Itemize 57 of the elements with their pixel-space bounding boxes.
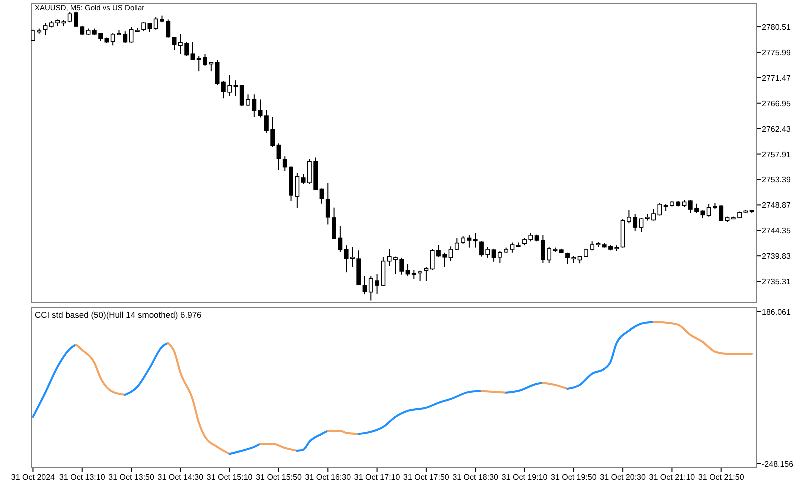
line-series xyxy=(652,321,754,356)
chart-title: CCI std based (50)(Hull 14 smoothed) 6.976 xyxy=(35,310,202,320)
candlestick xyxy=(467,234,472,248)
line-series xyxy=(566,321,655,390)
candlestick xyxy=(172,36,177,51)
y-tick-label: 2771.47 xyxy=(762,74,792,83)
x-tick-label: 31 Oct 20:30 xyxy=(600,473,647,482)
y-tick-label: 2753.39 xyxy=(762,176,792,185)
x-tick-label: 31 Oct 2024 xyxy=(11,473,56,482)
candlestick xyxy=(412,270,416,280)
x-tick-label: 31 Oct 15:50 xyxy=(256,473,302,482)
x-tick-label: 31 Oct 14:30 xyxy=(158,473,204,482)
y-tick-label: 2757.91 xyxy=(762,150,792,160)
y-tick-label: 2780.51 xyxy=(762,23,792,32)
x-tick-label: 31 Oct 17:50 xyxy=(404,473,450,482)
line-series xyxy=(75,344,126,396)
candlestick xyxy=(639,217,644,233)
candlestick xyxy=(492,248,496,262)
candlestick xyxy=(448,246,454,262)
candlestick xyxy=(276,143,282,171)
y-tick-label: 2766.95 xyxy=(762,99,792,108)
candlestick xyxy=(406,264,410,276)
candlestick xyxy=(362,275,368,296)
x-tick-label: 31 Oct 15:10 xyxy=(206,473,254,482)
line-series xyxy=(358,390,483,436)
line-series xyxy=(296,430,330,452)
x-tick-label: 31 Oct 21:50 xyxy=(698,473,745,482)
y-tick-label: -248.156 xyxy=(762,460,794,469)
y-tick-label: 186.061 xyxy=(762,308,792,318)
line-series xyxy=(167,342,231,456)
x-tick-label: 31 Oct 16:30 xyxy=(305,473,352,482)
x-tick-label: 31 Oct 19:10 xyxy=(502,473,548,482)
y-tick-label: 2744.35 xyxy=(762,226,792,236)
candlestick xyxy=(473,232,478,248)
x-tick-label: 31 Oct 21:10 xyxy=(649,473,696,482)
x-tick-label: 31 Oct 19:50 xyxy=(551,473,598,482)
line-series xyxy=(124,342,170,396)
y-tick-label: 2775.99 xyxy=(762,48,792,58)
y-tick-label: 2739.83 xyxy=(762,252,792,262)
x-tick-label: 31 Oct 18:30 xyxy=(452,473,500,482)
y-tick-label: 2762.43 xyxy=(762,124,792,134)
candlestick xyxy=(129,26,134,44)
candlestick xyxy=(418,270,423,282)
line-series xyxy=(228,442,262,456)
candlestick xyxy=(498,250,502,264)
x-tick-label: 31 Oct 13:10 xyxy=(59,473,106,482)
x-tick-label: 31 Oct 17:10 xyxy=(354,473,401,482)
y-tick-label: 2748.87 xyxy=(762,201,792,210)
candlestick xyxy=(190,42,196,61)
y-tick-label: 2735.31 xyxy=(762,278,792,287)
candlestick xyxy=(510,242,515,254)
candlestick xyxy=(43,22,48,36)
candlestick xyxy=(424,267,429,282)
x-tick-label: 31 Oct 13:50 xyxy=(108,473,155,482)
candlestick xyxy=(234,80,238,97)
line-series xyxy=(505,382,544,394)
line-series xyxy=(32,344,78,418)
